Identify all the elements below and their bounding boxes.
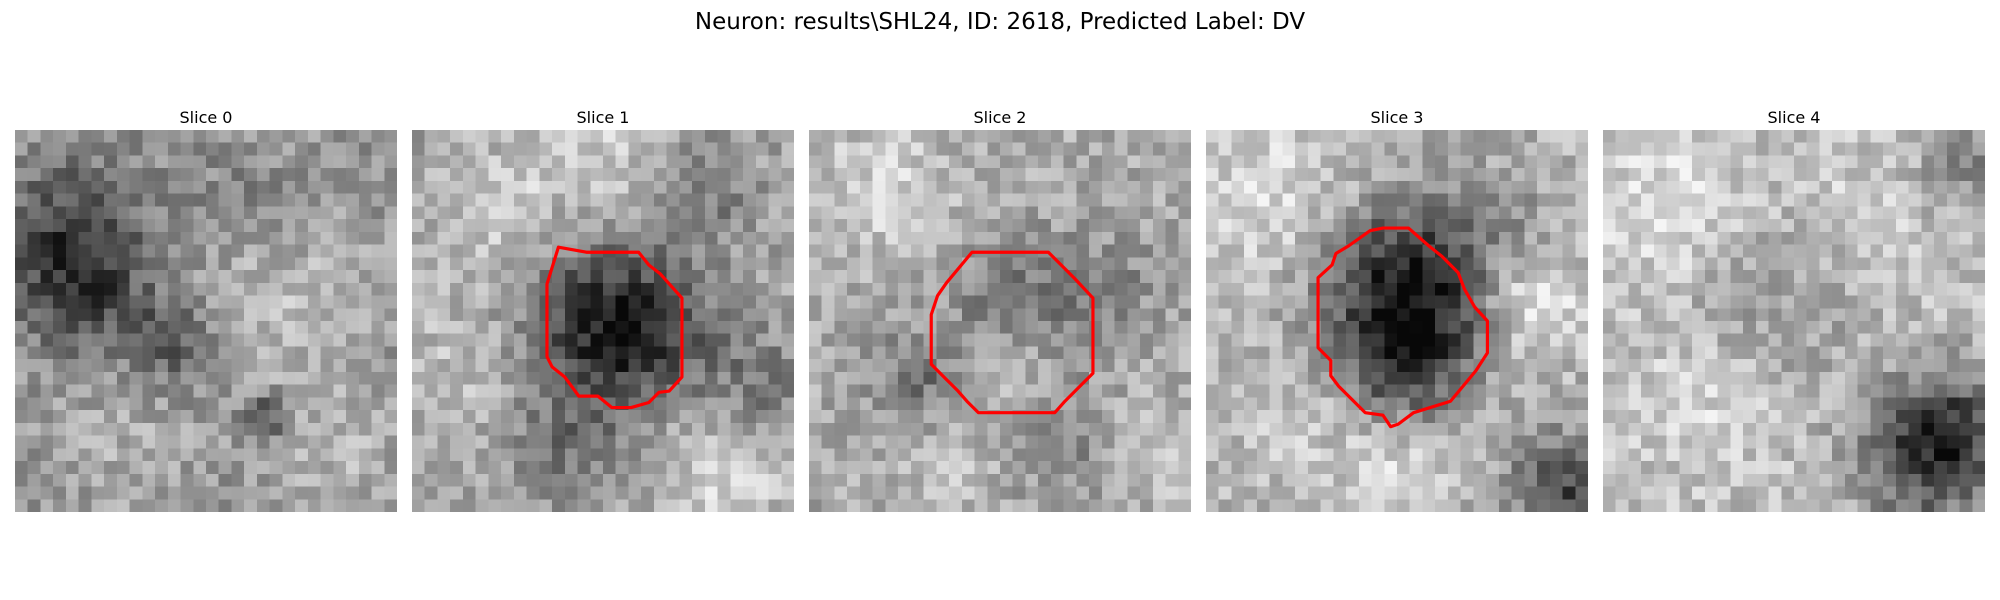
slice-title: Slice 1 — [576, 108, 630, 127]
neuron-contour — [545, 245, 684, 410]
figure-title: Neuron: results\SHL24, ID: 2618, Predict… — [694, 9, 1306, 35]
slice-panel-3: Slice 3 — [1206, 108, 1588, 512]
slice-panel-1: Slice 1 — [412, 108, 794, 512]
slice-image — [1206, 130, 1588, 512]
grayscale-pixels — [412, 130, 794, 512]
slice-title: Slice 0 — [179, 108, 233, 127]
slice-title: Slice 3 — [1370, 108, 1424, 127]
neuron-contour — [1316, 226, 1489, 429]
neuron-contour — [929, 250, 1095, 415]
slice-panel-2: Slice 2 — [809, 108, 1191, 512]
slice-title: Slice 2 — [973, 108, 1027, 127]
slice-image — [412, 130, 794, 512]
grayscale-pixels — [1206, 130, 1588, 512]
grayscale-pixels — [1603, 130, 1985, 512]
slice-image — [1603, 130, 1985, 512]
slice-image — [15, 130, 397, 512]
slice-image — [809, 130, 1191, 512]
slice-panel-0: Slice 0 — [15, 108, 397, 512]
grayscale-pixels — [15, 130, 397, 512]
grayscale-pixels — [809, 130, 1191, 512]
slice-title: Slice 4 — [1767, 108, 1821, 127]
slice-panel-4: Slice 4 — [1603, 108, 1985, 512]
